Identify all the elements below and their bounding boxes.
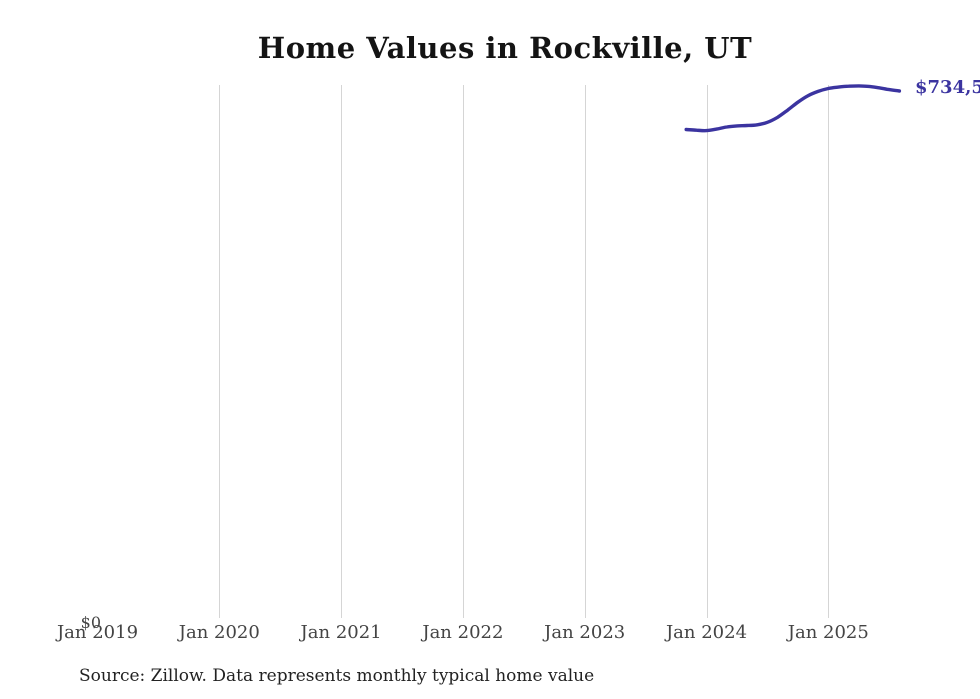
- x-tick-label: Jan 2023: [544, 622, 626, 643]
- latest-value-label: $734,544: [915, 77, 980, 98]
- gridline: [706, 85, 708, 618]
- x-tick-label: Jan 2019: [56, 622, 139, 643]
- x-tick-label: Jan 2024: [665, 622, 748, 643]
- value-line: [684, 84, 902, 133]
- gridline: [462, 85, 464, 618]
- source-note: Source: Zillow. Data represents monthly …: [79, 666, 595, 686]
- x-tick-label: Jan 2025: [787, 622, 869, 643]
- gridline: [341, 85, 343, 618]
- chart-title: Home Values in Rockville, UT: [257, 31, 753, 65]
- gridline: [828, 85, 830, 618]
- gridline: [219, 85, 221, 618]
- x-tick-label: Jan 2022: [422, 622, 504, 643]
- x-tick-label: Jan 2021: [300, 622, 382, 643]
- gridline: [584, 85, 586, 618]
- y-axis-zero-label: $0: [80, 613, 101, 632]
- x-tick-label: Jan 2020: [178, 622, 260, 643]
